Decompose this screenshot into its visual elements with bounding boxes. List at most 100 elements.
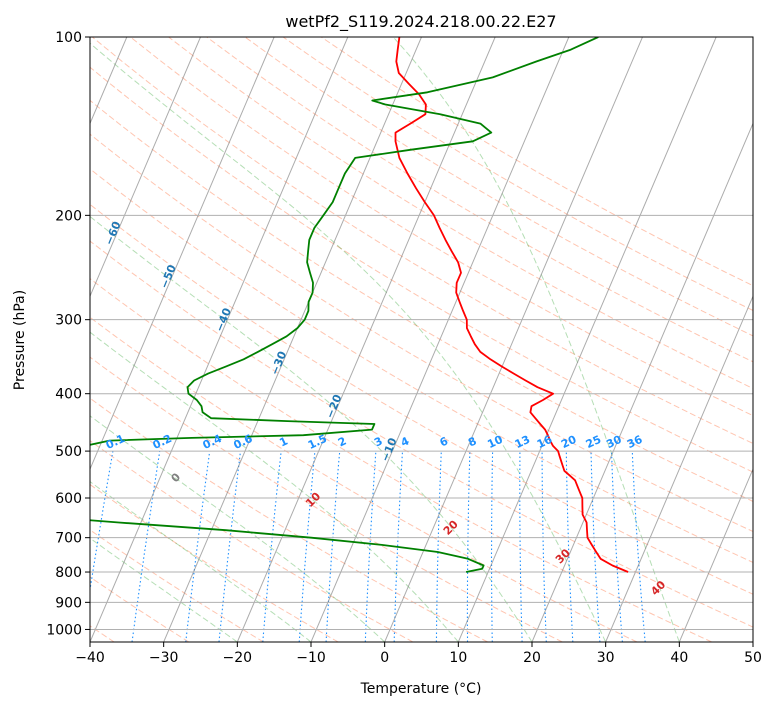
mixing-ratio-line bbox=[218, 451, 242, 642]
moist-adiabat-line bbox=[90, 42, 607, 642]
y-tick-label: 300 bbox=[55, 313, 82, 329]
mixing-ratio-label: 25 bbox=[584, 433, 603, 451]
x-tick-label: −40 bbox=[75, 650, 105, 666]
x-tick-label: 10 bbox=[449, 650, 467, 666]
x-axis: −40 −30 −20 −10 0 10 20 30 40 50 bbox=[75, 642, 762, 666]
x-tick-label: −20 bbox=[223, 650, 253, 666]
dewpoint-line bbox=[90, 37, 599, 573]
y-tick-label: 400 bbox=[55, 387, 82, 403]
isotherm-line bbox=[384, 37, 643, 642]
moist-adiabat-label: 10 bbox=[303, 490, 323, 510]
dry-adiabat-line bbox=[90, 397, 488, 642]
y-tick-label: 600 bbox=[55, 491, 82, 507]
isotherm-line bbox=[678, 467, 753, 642]
y-axis-label: Pressure (hPa) bbox=[12, 290, 28, 390]
mixing-ratio-label: 20 bbox=[559, 433, 579, 451]
background-lines bbox=[90, 37, 753, 642]
x-tick-label: 30 bbox=[597, 650, 615, 666]
mixing-ratio-label: 2 bbox=[336, 434, 348, 449]
isotherm-line bbox=[531, 122, 753, 642]
isotherm-line bbox=[90, 37, 275, 471]
mixing-ratio-line bbox=[364, 451, 377, 642]
mixing-ratio-label: 0.4 bbox=[201, 432, 224, 452]
dry-adiabat-line bbox=[90, 316, 638, 642]
isotherm-label: −20 bbox=[323, 392, 344, 420]
isotherm-label: −30 bbox=[268, 349, 289, 377]
isotherm-label: −60 bbox=[102, 219, 123, 247]
profile-series bbox=[90, 37, 629, 573]
moist-adiabat-line bbox=[90, 215, 533, 642]
dry-adiabat-line bbox=[90, 529, 264, 642]
isotherm-line bbox=[90, 37, 349, 642]
x-tick-label: 50 bbox=[744, 650, 762, 666]
dry-adiabat-line bbox=[90, 440, 414, 642]
isotherm-line bbox=[752, 640, 753, 642]
isotherm-label: −50 bbox=[158, 263, 179, 291]
mixing-ratio-label: 0.1 bbox=[104, 432, 127, 452]
dry-adiabat-line bbox=[206, 37, 753, 363]
moist-adiabat-line bbox=[90, 331, 459, 642]
plot-frame bbox=[89, 36, 754, 643]
dry-adiabat-line bbox=[90, 483, 339, 642]
dry-adiabat-line bbox=[130, 37, 753, 417]
dry-adiabat-line bbox=[244, 37, 753, 337]
chart-title: wetPf2_S119.2024.218.00.22.E27 bbox=[285, 12, 556, 32]
mixing-ratio-line bbox=[631, 451, 646, 642]
isotherm-line bbox=[605, 295, 753, 642]
isotherm-line bbox=[90, 37, 201, 298]
mixing-ratio-label: 0.2 bbox=[151, 432, 174, 452]
dry-adiabat-line bbox=[90, 278, 712, 642]
mixing-ratio-line bbox=[466, 451, 471, 642]
mixing-ratio-label: 30 bbox=[604, 433, 624, 451]
dry-adiabat-line bbox=[282, 37, 753, 312]
temperature-line bbox=[394, 37, 629, 573]
mixing-ratio-line bbox=[262, 451, 282, 642]
moist-adiabat-label: 20 bbox=[441, 517, 461, 537]
y-axis: 100 200 300 400 500 600 700 800 900 1000 bbox=[46, 30, 90, 638]
dry-adiabat-line bbox=[90, 240, 753, 628]
mixing-ratio-line bbox=[435, 451, 442, 642]
y-tick-label: 700 bbox=[55, 531, 82, 547]
isotherm-line bbox=[163, 37, 422, 642]
moist-adiabat-label: 40 bbox=[648, 578, 668, 598]
dry-adiabat-line bbox=[90, 133, 753, 533]
x-tick-label: −10 bbox=[296, 650, 326, 666]
y-tick-label: 200 bbox=[55, 208, 82, 224]
isotherm-label: −70 bbox=[47, 176, 68, 204]
mixing-ratio-label: 36 bbox=[625, 433, 645, 451]
line-labels: −100−90−80−70−60−50−40−30−20−10010203040… bbox=[0, 133, 668, 598]
moist-adiabat-label: 0 bbox=[169, 470, 184, 485]
moist-adiabat-line bbox=[90, 537, 238, 642]
mixing-ratio-line bbox=[298, 451, 316, 642]
y-tick-label: 800 bbox=[55, 565, 82, 581]
x-tick-label: 0 bbox=[380, 650, 389, 666]
y-tick-label: 1000 bbox=[46, 622, 82, 638]
mixing-ratio-label: 13 bbox=[513, 433, 532, 451]
mixing-ratio-label: 10 bbox=[485, 433, 505, 451]
x-axis-label: Temperature (°C) bbox=[360, 681, 482, 697]
isotherm-line bbox=[236, 37, 496, 642]
mixing-ratio-line bbox=[185, 451, 211, 642]
dry-adiabat-line bbox=[90, 203, 753, 595]
dry-adiabat-line bbox=[90, 356, 563, 642]
mixing-ratio-line bbox=[519, 451, 523, 642]
moist-adiabat-line bbox=[90, 415, 386, 642]
mixing-ratio-line bbox=[131, 451, 161, 642]
mixing-ratio-line bbox=[90, 451, 114, 594]
isotherm-line bbox=[457, 37, 717, 642]
mixing-ratio-line bbox=[490, 451, 494, 642]
dry-adiabat-line bbox=[90, 576, 190, 642]
dry-adiabat-line bbox=[90, 66, 753, 473]
mixing-ratio-line bbox=[565, 451, 574, 642]
moist-adiabat-label: 30 bbox=[553, 546, 573, 566]
x-tick-label: 40 bbox=[670, 650, 688, 666]
mixing-ratio-label: 16 bbox=[535, 433, 555, 451]
y-tick-label: 900 bbox=[55, 595, 82, 611]
isotherm-label: −80 bbox=[0, 133, 13, 161]
x-tick-label: −30 bbox=[149, 650, 179, 666]
isotherm-label: −10 bbox=[378, 436, 399, 464]
y-tick-label: 500 bbox=[55, 444, 82, 460]
x-tick-label: 20 bbox=[523, 650, 541, 666]
moist-adiabat-line bbox=[392, 37, 680, 642]
